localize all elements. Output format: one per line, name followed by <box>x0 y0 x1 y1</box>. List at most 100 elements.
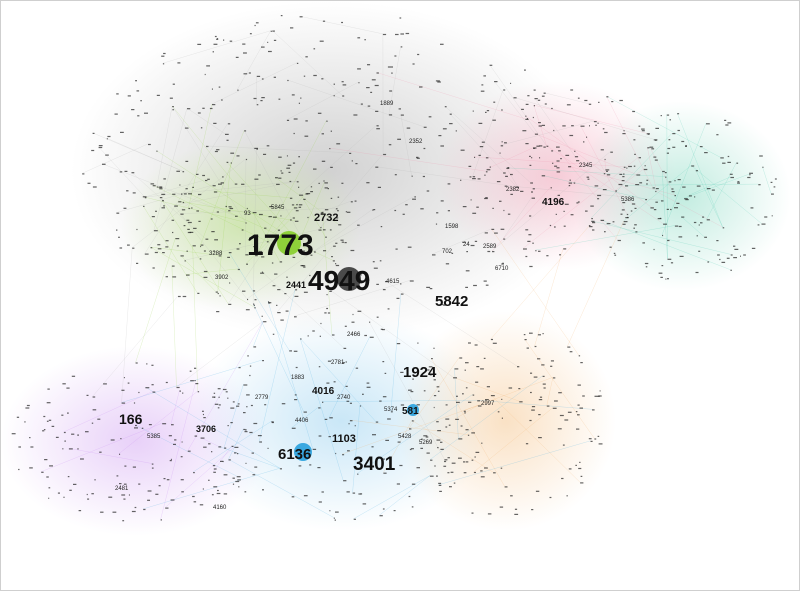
node-speck <box>97 418 101 420</box>
node-speck <box>439 490 442 492</box>
edge <box>473 156 624 167</box>
node-speck <box>655 188 659 190</box>
node-speck <box>236 155 240 157</box>
node-speck <box>214 150 218 153</box>
node-speck <box>525 255 528 258</box>
node-speck <box>301 253 304 255</box>
node-speck <box>449 113 452 115</box>
node-speck <box>510 193 513 195</box>
edge <box>329 147 486 172</box>
node-speck <box>287 164 292 166</box>
node-speck <box>264 404 267 406</box>
node-speck <box>121 402 126 404</box>
edge <box>368 321 445 460</box>
node-speck <box>326 287 329 289</box>
edge <box>688 176 731 196</box>
node-speck <box>198 220 201 222</box>
edge <box>524 338 595 439</box>
node-speck <box>119 247 123 249</box>
node-speck <box>285 310 289 312</box>
node-speck <box>341 21 343 24</box>
node-speck <box>567 411 572 413</box>
node-speck <box>320 322 322 325</box>
edge-layer <box>41 16 772 520</box>
node-speck <box>260 100 263 102</box>
node-speck <box>352 313 354 316</box>
node-speck <box>389 90 393 92</box>
node-speck <box>576 202 579 204</box>
edge <box>145 386 281 469</box>
node-speck <box>412 198 416 200</box>
node-speck <box>335 208 338 210</box>
edge <box>677 113 723 228</box>
node-speck <box>190 380 194 382</box>
node-speck <box>172 106 174 108</box>
node-speck <box>436 439 441 441</box>
node-speck <box>400 404 405 406</box>
node-speck <box>227 256 230 258</box>
node-speck <box>272 285 276 287</box>
node-speck <box>462 206 467 208</box>
node-speck <box>589 226 593 228</box>
edge <box>546 377 554 406</box>
node-speck <box>299 250 302 252</box>
edge <box>205 145 350 153</box>
node-speck <box>279 261 283 263</box>
node-speck <box>219 295 221 297</box>
node-speck <box>300 338 302 340</box>
edge <box>604 158 607 171</box>
edge <box>144 196 246 223</box>
node-speck <box>199 258 202 260</box>
node-speck <box>43 429 46 431</box>
node-speck <box>63 496 65 498</box>
node-speck <box>408 389 412 391</box>
node-speck <box>263 321 267 323</box>
edge <box>473 407 553 473</box>
node-speck <box>667 258 672 260</box>
node-speck <box>577 201 580 203</box>
node-speck <box>147 490 152 492</box>
node-speck <box>272 30 275 32</box>
node-speck <box>699 146 703 148</box>
edge <box>493 80 536 134</box>
node-speck <box>428 116 432 118</box>
edge <box>152 184 267 242</box>
node-speck <box>586 176 590 178</box>
node-speck <box>533 89 536 91</box>
node-speck <box>445 418 450 420</box>
node-speck <box>749 172 753 174</box>
node-speck <box>659 217 662 219</box>
node-speck <box>237 89 239 91</box>
node-speck <box>182 201 185 204</box>
node-speck <box>472 110 474 112</box>
node-speck <box>319 40 324 42</box>
node-speck <box>409 428 412 430</box>
node-speck <box>333 83 335 85</box>
node-speck <box>625 185 629 187</box>
node-speck <box>671 191 675 193</box>
edge <box>525 115 655 210</box>
minor-labels-layer: 1883274044062481538532883902935845246615… <box>115 101 635 511</box>
node-speck <box>474 344 478 346</box>
node-speck <box>414 196 416 198</box>
node-speck <box>68 448 73 450</box>
node-speck <box>374 84 379 87</box>
node-speck <box>173 443 176 445</box>
node-speck <box>144 253 149 255</box>
node-speck <box>556 146 560 148</box>
node-speck <box>493 101 496 103</box>
node-speck <box>298 465 302 467</box>
node-speck <box>329 417 333 419</box>
node-speck <box>131 510 136 513</box>
node-speck <box>239 243 241 245</box>
node-speck <box>77 448 79 450</box>
node-speck <box>654 159 658 161</box>
node-speck <box>87 182 91 184</box>
node-speck <box>722 162 726 164</box>
node-speck <box>252 474 256 476</box>
node-speck <box>632 110 635 113</box>
node-speck <box>235 480 240 483</box>
node-speck <box>162 63 165 65</box>
node-speck <box>143 205 145 207</box>
edge <box>252 303 304 412</box>
